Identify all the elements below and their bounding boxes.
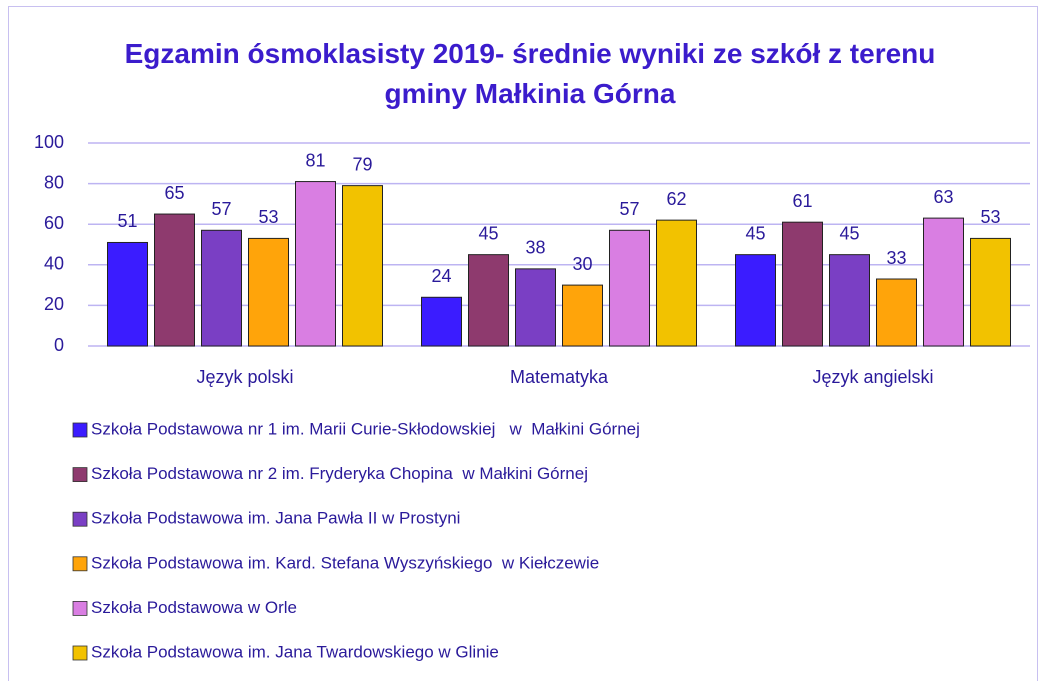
value-label: 57 [619,199,639,219]
bar [829,254,870,347]
legend-label: Szkoła Podstawowa nr 1 im. Marii Curie-S… [91,419,640,438]
y-tick-label: 0 [54,335,64,355]
chart-frame [8,6,1038,681]
value-label: 53 [258,207,278,227]
y-tick-label: 60 [44,213,64,233]
bar [248,237,289,347]
value-label: 53 [980,207,1000,227]
chart-title: Egzamin ósmoklasisty 2019- średnie wynik… [124,38,936,109]
legend-swatch [72,601,88,616]
x-tick-label: Matematyka [510,367,609,387]
value-label: 38 [525,238,545,258]
y-tick-label: 100 [34,132,64,152]
legend-label: Szkoła Podstawowa w Orle [91,598,297,617]
bar [468,254,509,347]
bar [970,237,1011,347]
legend-label: Szkoła Podstawowa im. Kard. Stefana Wysz… [91,553,599,572]
bar [609,229,650,347]
legend-swatch [72,467,88,483]
y-tick-label: 80 [44,172,64,192]
bar [923,217,964,347]
value-label: 65 [164,183,184,203]
legend-swatch [72,511,88,527]
value-label: 62 [666,189,686,209]
legend-label: Szkoła Podstawowa im. Jana Twardowskiego… [91,642,499,661]
value-label: 61 [792,191,812,211]
bar [782,221,823,347]
bar [562,284,603,347]
legend-swatch [72,556,88,572]
value-label: 45 [745,223,765,243]
bar [342,185,383,347]
legend-label: Szkoła Podstawowa im. Jana Pawła II w Pr… [91,509,460,528]
y-tick-label: 40 [44,254,64,274]
value-label: 45 [839,223,859,243]
value-label: 30 [572,254,592,274]
x-tick-label: Język angielski [812,367,933,387]
value-label: 79 [352,154,372,174]
bar [656,219,697,347]
x-tick-label: Język polski [196,367,293,387]
bar [735,254,776,347]
legend-swatch [72,645,88,661]
legend-swatch [72,422,88,438]
value-label: 63 [933,187,953,207]
bar [154,213,195,347]
bar [876,278,917,347]
value-label: 57 [211,199,231,219]
bar [295,181,336,347]
value-label: 81 [305,150,325,170]
value-label: 45 [478,223,498,243]
y-tick-label: 20 [44,294,64,314]
bar [201,229,242,347]
bar [515,268,556,347]
value-label: 24 [431,266,451,286]
value-label: 51 [117,211,137,231]
legend-label: Szkoła Podstawowa nr 2 im. Fryderyka Cho… [91,464,588,483]
value-label: 33 [886,248,906,268]
bar [421,296,462,347]
bar [107,241,148,347]
